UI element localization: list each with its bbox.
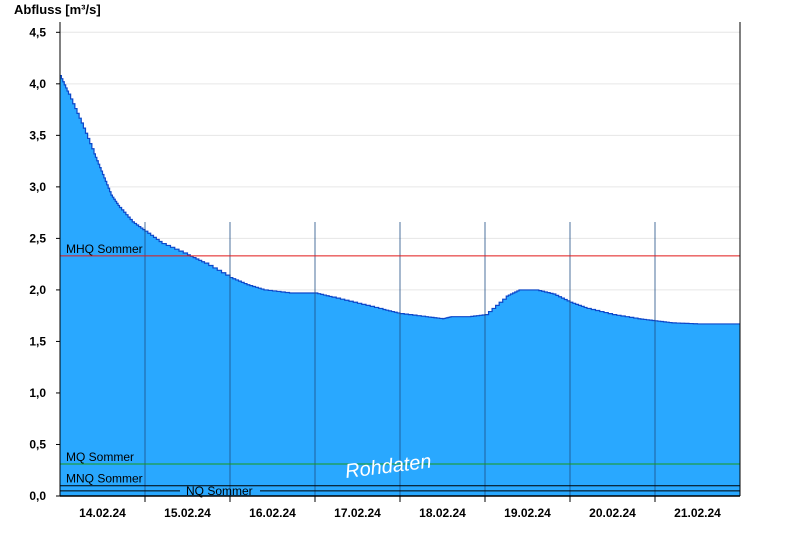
reference-lines: MHQ Sommer MQ Sommer MNQ Sommer NQ Sommer <box>60 242 740 498</box>
y-tick-label: 4,5 <box>29 25 46 39</box>
discharge-line <box>60 74 740 325</box>
x-tick-label: 16.02.24 <box>249 506 296 520</box>
x-tick-label: 17.02.24 <box>334 506 381 520</box>
x-tick-label: 19.02.24 <box>504 506 551 520</box>
y-tick-label: 0,0 <box>29 489 46 503</box>
y-tick-label: 2,0 <box>29 283 46 297</box>
x-tick-label: 20.02.24 <box>589 506 636 520</box>
y-tick-label: 3,0 <box>29 180 46 194</box>
x-tick-label: 14.02.24 <box>79 506 126 520</box>
y-axis-label: Abfluss [m³/s] <box>14 2 101 17</box>
day-gridlines <box>144 222 656 496</box>
ref-label-3: NQ Sommer <box>186 484 253 498</box>
x-tick-label: 18.02.24 <box>419 506 466 520</box>
y-tick-label: 3,5 <box>29 128 46 142</box>
ref-label-0: MHQ Sommer <box>66 242 143 256</box>
ref-label-2: MNQ Sommer <box>66 472 143 486</box>
x-tick-label: 15.02.24 <box>164 506 211 520</box>
x-tick-label: 21.02.24 <box>674 506 721 520</box>
y-ticks: 0,0 0,5 1,0 1,5 2,0 2,5 3,0 3,5 4,0 4,5 <box>29 25 60 503</box>
y-tick-label: 0,5 <box>29 437 46 451</box>
y-tick-label: 1,0 <box>29 386 46 400</box>
x-ticks: 14.02.24 15.02.24 16.02.24 17.02.24 18.02.24… <box>79 496 721 520</box>
y-tick-label: 4,0 <box>29 77 46 91</box>
ref-label-1: MQ Sommer <box>66 450 134 464</box>
y-tick-label: 2,5 <box>29 231 46 245</box>
y-tick-label: 1,5 <box>29 334 46 348</box>
